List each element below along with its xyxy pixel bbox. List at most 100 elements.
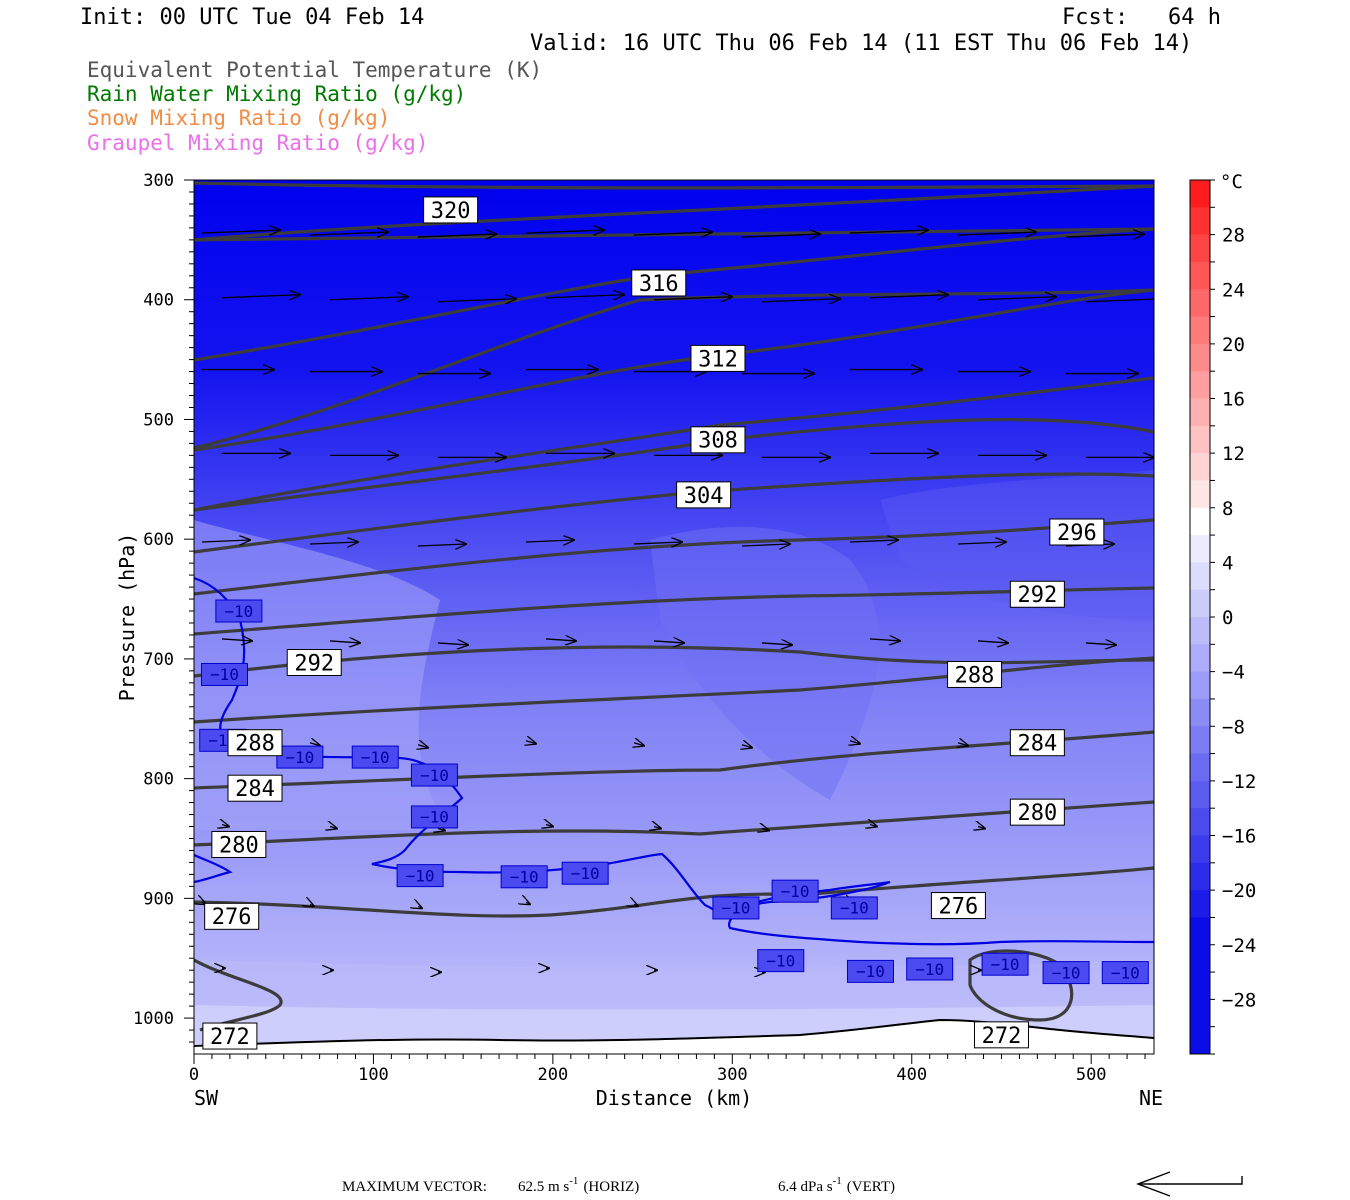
contour-label-box — [1101, 961, 1149, 985]
wind-vector — [653, 641, 684, 643]
contour-label-text: −10 — [1111, 963, 1140, 982]
minus10-label: −10 — [201, 662, 249, 686]
theta-e-contour — [194, 288, 1154, 450]
contour-label-box — [1042, 961, 1090, 985]
minus10-contour — [194, 853, 233, 884]
minus10-label: −10 — [410, 805, 458, 829]
colorbar-swatch — [1190, 589, 1210, 618]
contour-label-box — [973, 1021, 1029, 1049]
colorbar-swatch — [1190, 398, 1210, 427]
contour-label-text: −10 — [420, 808, 449, 827]
contour-label-box — [204, 902, 260, 930]
theta-e-label: 288 — [947, 660, 1003, 688]
x-tick-label: 100 — [358, 1065, 389, 1085]
contour-label-box — [690, 426, 746, 454]
wind-vector — [526, 902, 530, 904]
contour-label-text: −10 — [721, 899, 750, 918]
y-tick-label: 700 — [143, 650, 174, 670]
wind-vector — [957, 542, 1006, 544]
theta-e-label: 292 — [1009, 580, 1065, 608]
wind-vector — [957, 232, 1036, 235]
colorbar-swatch — [1190, 617, 1210, 645]
colorbar-swatch — [1190, 726, 1210, 755]
wind-vector — [329, 641, 360, 643]
theta-e-label: 276 — [204, 902, 260, 930]
colorbar-label: 8 — [1222, 498, 1233, 520]
contour-label-text: 272 — [982, 1024, 1022, 1049]
wind-vector — [437, 643, 468, 645]
theta-e-contour — [968, 949, 1074, 1022]
colorbar-swatch — [1190, 671, 1210, 700]
wind-vector — [545, 295, 624, 298]
colorbar-swatch — [1190, 371, 1210, 399]
contour-label-text: −10 — [406, 866, 435, 885]
wind-vector — [761, 299, 840, 302]
theta-e-contour — [194, 645, 1154, 678]
colorbar-swatch — [1190, 261, 1210, 290]
theta-e-label: 280 — [211, 830, 267, 858]
max-horizontal-vector: 62.5 m s-1 (HORIZ) — [518, 1175, 639, 1195]
theta-e-label: 288 — [227, 729, 283, 757]
contour-label-text: 272 — [210, 1025, 250, 1050]
contour-label-box — [830, 896, 878, 920]
wind-vector — [978, 827, 985, 829]
wind-vector — [761, 643, 792, 645]
legend-entry-graupel: Graupel Mixing Ratio (g/kg) — [87, 131, 428, 155]
wind-vector — [1085, 643, 1116, 645]
contour-label-text: −10 — [1052, 963, 1081, 982]
colorbar-swatch — [1190, 180, 1210, 208]
wind-vector — [201, 230, 280, 233]
terrain-mask — [194, 1020, 1154, 1054]
theta-e-contour — [194, 656, 1154, 724]
y-tick-label: 400 — [143, 291, 174, 311]
contour-label-box — [981, 952, 1029, 976]
wind-vector — [633, 232, 712, 235]
minus10-label: −10 — [981, 952, 1029, 976]
colorbar-label: 0 — [1222, 607, 1233, 629]
colorbar-label: 4 — [1222, 552, 1233, 574]
contour-label-text: 320 — [431, 199, 471, 224]
contour-label-box — [423, 196, 479, 224]
colorbar-label: 28 — [1222, 225, 1245, 247]
contour-label-text: −10 — [840, 899, 869, 918]
contour-label-text: −10 — [361, 748, 390, 767]
init-time: Init: 00 UTC Tue 04 Feb 14 — [80, 5, 424, 30]
theta-e-label: 276 — [930, 892, 986, 919]
minus10-label: −10 — [276, 745, 324, 769]
colorbar-swatch — [1190, 808, 1210, 836]
legend-entry-rain-water: Rain Water Mixing Ratio (g/kg) — [87, 82, 466, 106]
contour-label-text: 308 — [698, 429, 738, 454]
wind-vector — [869, 295, 948, 298]
wind-vector — [310, 743, 320, 746]
theta-e-contour — [194, 866, 1154, 918]
minus10-label: −10 — [846, 959, 894, 983]
wind-vector — [201, 540, 250, 542]
theta-e-contour — [194, 800, 1154, 847]
theta-e-contour — [194, 376, 1154, 512]
colorbar-swatch — [1190, 316, 1210, 345]
theta-e-label: 272 — [973, 1021, 1029, 1049]
footer: MAXIMUM VECTOR: 62.5 m s-1 (HORIZ) 6.4 dP… — [342, 1175, 895, 1195]
contour-label-box — [846, 959, 894, 983]
contour-label-text: 288 — [955, 663, 995, 688]
contour-label-box — [712, 896, 760, 920]
reference-vector-arrow — [1136, 1171, 1243, 1197]
minus10-label: −10 — [215, 599, 263, 623]
legend-entry-theta-e: Equivalent Potential Temperature (K) — [87, 58, 542, 82]
contour-label-box — [202, 1022, 258, 1050]
colorbar-label: 12 — [1222, 443, 1245, 465]
contour-label-box — [631, 269, 687, 297]
minus10-label: −10 — [830, 896, 878, 920]
wind-vector — [1065, 234, 1144, 237]
y-tick-label: 1000 — [133, 1009, 174, 1029]
x-tick-label: 200 — [538, 1065, 569, 1085]
contour-label-text: 288 — [235, 732, 275, 757]
theta-e-label: 280 — [1009, 798, 1065, 826]
wind-vector — [438, 829, 445, 831]
contour-label-text: −10 — [766, 951, 795, 970]
contour-label-box — [410, 763, 458, 787]
wind-vector — [633, 542, 682, 544]
wind-vector — [654, 827, 661, 829]
wind-vector — [762, 829, 769, 831]
contour-label-box — [771, 879, 819, 903]
